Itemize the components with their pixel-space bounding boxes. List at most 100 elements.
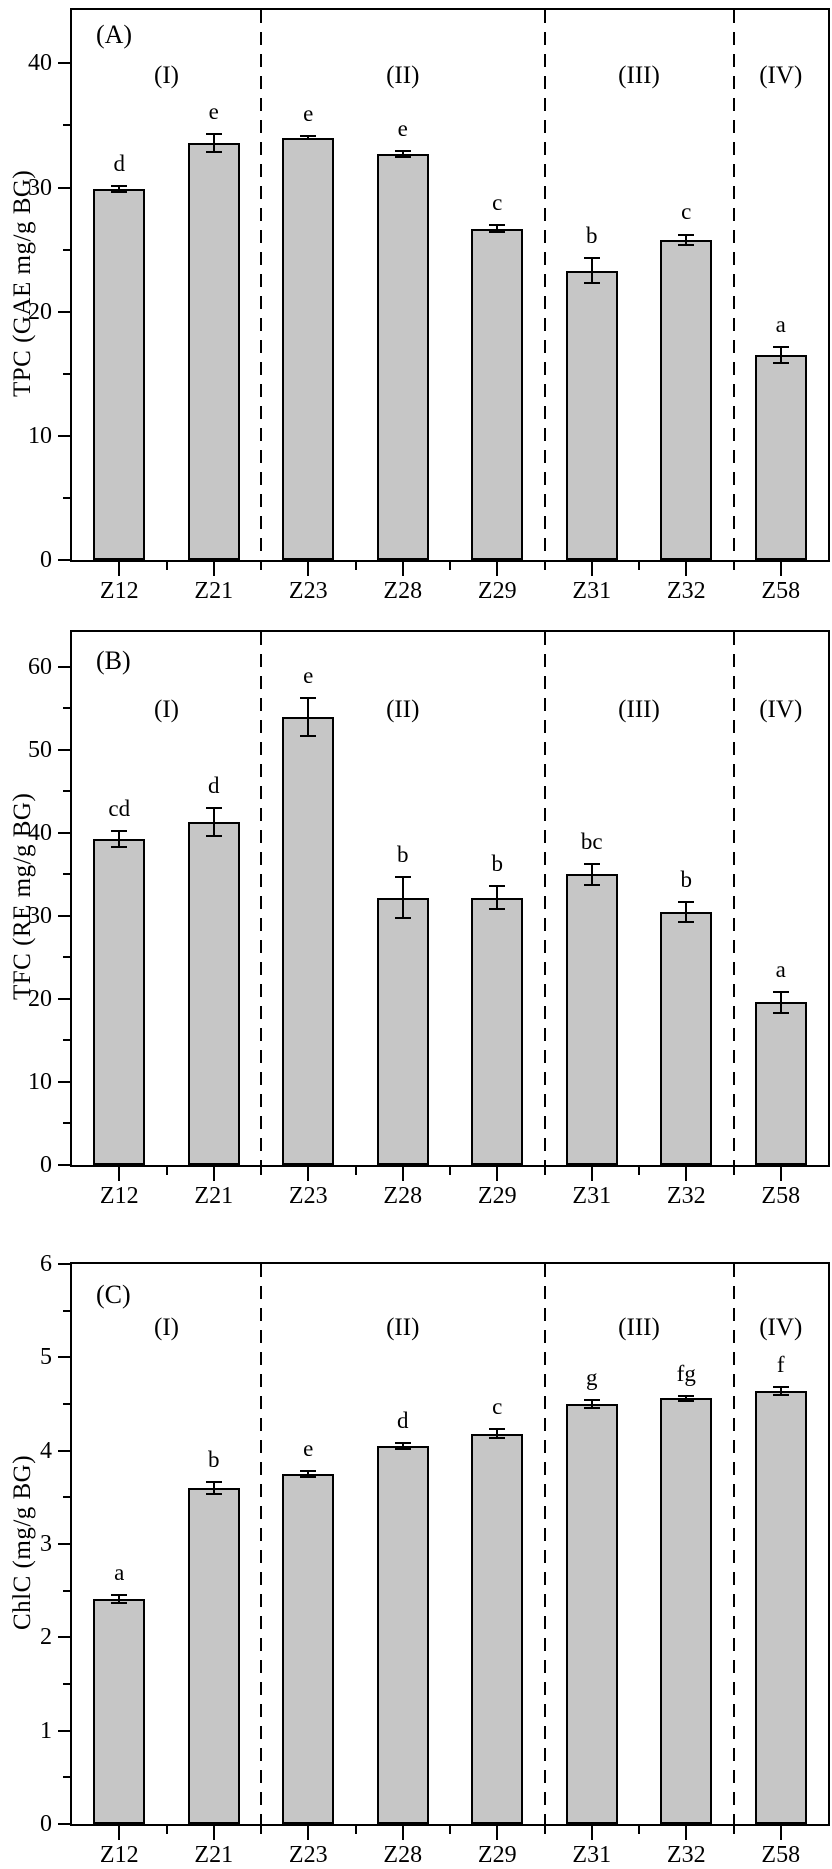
x-axis-minor-tick [732, 562, 735, 570]
x-axis-minor-tick [354, 562, 357, 570]
bar-Z31 [565, 874, 618, 1165]
significance-letter-Z12: d [113, 151, 126, 177]
x-axis-major-tick [307, 1167, 310, 1181]
x-category-label-Z58: Z58 [761, 1183, 801, 1209]
group-label-I: (I) [154, 1314, 179, 1341]
x-category-label-Z21: Z21 [194, 578, 234, 604]
error-bar-Z29 [489, 885, 506, 911]
error-bar-stem [212, 132, 215, 153]
x-axis-major-tick [685, 562, 688, 576]
panel-a-label: (A) [96, 20, 133, 49]
significance-letter-Z23: e [303, 662, 314, 688]
y-axis-minor-tick [63, 1589, 70, 1592]
error-bar-Z32 [678, 233, 695, 246]
bar-Z21 [187, 822, 240, 1165]
x-axis-minor-tick [449, 1826, 451, 1834]
error-bar-Z23 [300, 1470, 317, 1478]
x-axis-major-tick [590, 1826, 593, 1840]
y-axis-major-tick [58, 559, 70, 561]
group-separator-line [260, 1264, 262, 1824]
error-bar-Z23 [300, 135, 317, 141]
significance-letter-Z28: e [397, 116, 408, 142]
error-bar-stem [590, 862, 593, 887]
y-axis-minor-tick [63, 496, 70, 499]
y-axis-major-tick [58, 1263, 70, 1265]
error-bar-stem [496, 223, 499, 234]
x-axis-major-tick [496, 562, 499, 576]
error-bar-stem [590, 1399, 593, 1409]
error-bar-stem [779, 990, 782, 1014]
error-bar-stem [685, 233, 688, 246]
x-axis-major-tick [212, 1826, 215, 1840]
x-category-label-Z21: Z21 [194, 1183, 234, 1209]
y-axis-major-tick [58, 1356, 70, 1359]
bar-Z29 [471, 897, 524, 1165]
group-separator-line [732, 1264, 735, 1824]
y-axis-minor-tick [63, 1496, 70, 1499]
error-bar-Z28 [394, 150, 411, 158]
y-axis-major-tick [58, 1449, 70, 1452]
x-axis-minor-tick [165, 1826, 168, 1834]
y-axis-major-tick [58, 1823, 70, 1825]
x-axis-major-tick [779, 1167, 782, 1181]
panel-c-label: (C) [96, 1280, 131, 1309]
bar-Z28 [376, 897, 429, 1165]
bar-Z32 [660, 1398, 713, 1824]
group-label-II: (II) [386, 696, 420, 723]
x-axis-major-tick [118, 1167, 121, 1181]
x-axis-minor-tick [260, 1167, 262, 1175]
significance-letter-Z28: b [397, 842, 409, 868]
x-axis-minor-tick [260, 1826, 262, 1834]
x-category-label-Z58: Z58 [761, 578, 801, 604]
significance-letter-Z29: b [491, 851, 504, 877]
error-bar-stem [212, 1481, 215, 1495]
x-axis-major-tick [685, 1826, 688, 1840]
x-axis-minor-tick [543, 562, 546, 570]
bar-Z58 [754, 1002, 807, 1165]
x-axis-major-tick [590, 1167, 593, 1181]
y-axis-tick-label: 40 [28, 819, 52, 846]
error-bar-Z21 [205, 1481, 222, 1495]
bar-Z12 [93, 188, 146, 560]
y-axis-tick-label: 10 [28, 422, 52, 449]
x-axis-major-tick [212, 1167, 215, 1181]
x-axis-major-tick [401, 562, 404, 576]
error-bar-Z58 [772, 346, 789, 364]
y-axis-major-tick [58, 1729, 70, 1732]
bar-Z32 [660, 911, 713, 1165]
significance-letter-Z58: f [776, 1352, 785, 1378]
x-axis-major-tick [212, 562, 215, 576]
bar-Z21 [187, 1488, 240, 1824]
x-axis-major-tick [307, 562, 310, 576]
y-axis-major-tick [58, 62, 70, 65]
error-bar-stem [496, 885, 499, 911]
error-bar-stem [496, 1428, 499, 1440]
group-label-IV: (IV) [759, 696, 803, 723]
error-bar-Z21 [205, 132, 222, 153]
y-axis-tick-label: 30 [28, 174, 52, 201]
error-bar-Z31 [583, 862, 600, 887]
panel-c-y-axis-title: ChlC (mg/g BG) [9, 1454, 36, 1630]
y-axis-major-tick [58, 434, 70, 437]
error-bar-stem [401, 876, 404, 920]
x-category-label-Z31: Z31 [572, 1842, 612, 1868]
x-category-label-Z23: Z23 [288, 578, 328, 604]
significance-letter-Z58: a [775, 312, 786, 338]
y-axis-minor-tick [63, 1776, 70, 1779]
x-axis-major-tick [779, 1826, 782, 1840]
significance-letter-Z32: b [680, 867, 693, 892]
x-axis-major-tick [685, 1167, 688, 1181]
error-bar-stem [307, 1470, 310, 1478]
x-axis-minor-tick [638, 1826, 640, 1834]
error-bar-Z58 [772, 990, 789, 1014]
x-axis-major-tick [496, 1826, 499, 1840]
y-axis-tick-label: 0 [40, 547, 52, 573]
x-axis-minor-tick [543, 1167, 546, 1175]
x-category-label-Z28: Z28 [383, 1183, 423, 1209]
y-axis-major-tick [58, 186, 70, 189]
error-bar-Z29 [489, 1428, 506, 1440]
x-category-label-Z28: Z28 [383, 1842, 423, 1868]
y-axis-minor-tick [63, 1403, 70, 1405]
y-axis-tick-label: 60 [28, 653, 52, 680]
y-axis-minor-tick [63, 873, 70, 876]
